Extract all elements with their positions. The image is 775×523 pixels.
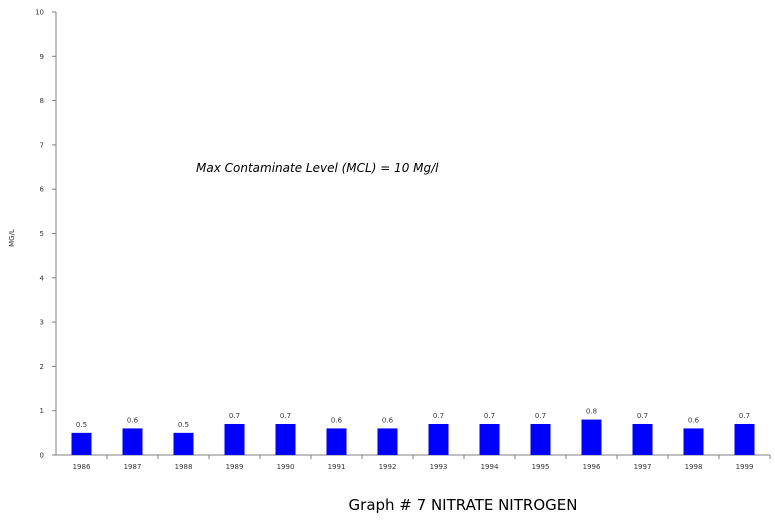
bar-1991 [326,428,347,455]
y-tick-label: 1 [40,407,44,415]
x-tick-label: 1986 [73,463,91,471]
bar-value-label: 0.7 [484,412,495,420]
x-tick-label: 1989 [226,463,244,471]
bar-1987 [122,428,143,455]
bar-value-label: 0.6 [331,416,343,424]
bar-1999 [734,423,755,455]
bar-value-label: 0.6 [127,416,139,424]
x-tick-label: 1990 [277,463,295,471]
x-tick-label: 1998 [685,463,703,471]
bar-value-label: 0.7 [637,412,648,420]
x-tick-label: 1994 [481,463,499,471]
y-tick-label: 9 [40,53,44,61]
bar-1986 [71,432,92,455]
y-tick-label: 5 [40,230,44,238]
bar-1992 [377,428,398,455]
bar-value-label: 0.7 [535,412,546,420]
x-tick-label: 1996 [583,463,601,471]
x-tick-label: 1999 [736,463,754,471]
bar-value-label: 0.6 [688,416,700,424]
bar-value-label: 0.5 [76,421,87,429]
x-tick-label: 1995 [532,463,550,471]
y-tick-label: 6 [40,186,45,194]
bar-1995 [530,423,551,455]
y-tick-label: 7 [40,141,44,149]
bar-1993 [428,423,449,455]
y-tick-label: 8 [40,97,44,105]
bar-1988 [173,432,194,455]
x-tick-label: 1997 [634,463,652,471]
x-tick-label: 1993 [430,463,448,471]
bar-1994 [479,423,500,455]
y-tick-label: 3 [40,319,44,327]
bar-1997 [632,423,653,455]
bar-value-label: 0.7 [433,412,444,420]
y-axis-label: MG/L [8,229,16,247]
chart-caption: Graph # 7 NITRATE NITROGEN [349,496,578,514]
x-tick-label: 1987 [124,463,142,471]
x-tick-label: 1991 [328,463,346,471]
bar-1989 [224,423,245,455]
mcl-annotation: Max Contaminate Level (MCL) = 10 Mg/l [196,161,439,175]
plot-area: 0 1 2 3 4 5 6 7 8 9 10 0.5 1986 0.6 1987 0.5 1988 0.7 1989… [35,9,771,471]
bar-value-label: 0.7 [280,412,291,420]
bar-1996 [581,419,602,455]
bar-value-label: 0.5 [178,421,189,429]
y-tick-label: 10 [35,9,44,17]
y-tick-label: 4 [40,274,45,282]
bar-1998 [683,428,704,455]
x-tick-label: 1988 [175,463,193,471]
bar-value-label: 0.7 [739,412,750,420]
y-tick-label: 2 [40,363,44,371]
bar-1990 [275,423,296,455]
x-tick-label: 1992 [379,463,397,471]
bar-value-label: 0.8 [586,408,597,416]
bar-value-label: 0.7 [229,412,240,420]
y-tick-label: 0 [40,452,44,460]
bar-value-label: 0.6 [382,416,394,424]
